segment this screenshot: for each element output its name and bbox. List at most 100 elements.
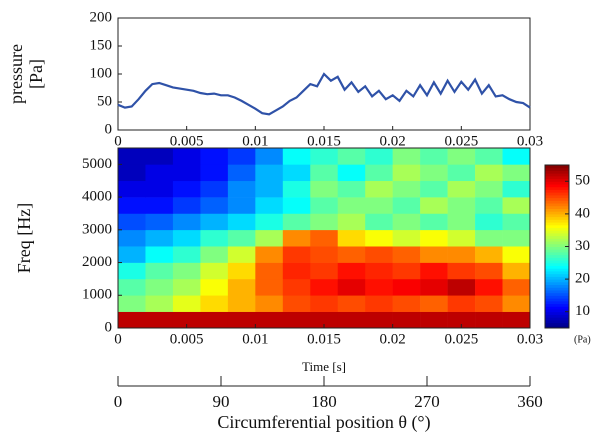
heat-cell <box>145 229 174 247</box>
colorbar-segment <box>545 287 569 291</box>
colorbar-segment <box>545 184 569 188</box>
heat-cell <box>475 197 503 214</box>
y-tick-label: 2000 <box>82 254 112 270</box>
heat-cell <box>310 311 339 329</box>
colorbar-segment <box>545 319 569 324</box>
heat-cell <box>227 278 256 296</box>
colorbar-segment <box>545 317 569 321</box>
heat-cell <box>282 148 311 165</box>
heat-cell <box>310 164 339 182</box>
heat-cell <box>145 295 174 312</box>
colorbar-segment <box>545 306 569 310</box>
heat-cell <box>420 295 448 312</box>
y-tick-label: 100 <box>90 65 113 81</box>
y-tick-label: 0 <box>105 319 113 335</box>
heat-cell <box>255 262 284 280</box>
colorbar-segment <box>545 308 569 313</box>
heat-cell <box>118 148 146 165</box>
heat-cell <box>200 197 229 214</box>
colorbar-segment <box>545 192 569 196</box>
heat-cell <box>255 229 284 247</box>
colorbar-segment <box>545 224 569 228</box>
colorbar-segment <box>545 295 569 299</box>
colorbar-segment <box>545 243 569 247</box>
heat-cell <box>337 278 366 296</box>
colorbar-segment <box>545 238 569 242</box>
heat-cell <box>200 213 229 231</box>
heat-cell <box>447 311 476 329</box>
heat-cell <box>282 229 311 247</box>
heat-cell <box>365 197 393 214</box>
heat-cell <box>200 295 229 312</box>
colorbar-segment <box>545 170 569 174</box>
colorbar-segment <box>545 268 569 272</box>
heat-cell <box>337 213 366 231</box>
heat-cell <box>447 295 476 312</box>
heat-cell <box>118 164 146 182</box>
colorbar-segment <box>545 273 569 277</box>
heat-cell <box>172 180 201 198</box>
colorbar-segment <box>545 322 569 326</box>
heat-cell <box>447 229 476 247</box>
x2-tick-label: 90 <box>213 392 230 411</box>
heat-cell <box>502 164 531 182</box>
colorbar-segment <box>545 200 569 204</box>
heat-cell <box>227 148 256 165</box>
heat-cell <box>310 213 339 231</box>
colorbar-segment <box>545 189 569 193</box>
x-tick-label: 0.03 <box>517 331 543 347</box>
heat-cell <box>227 164 256 182</box>
heat-cell <box>255 278 284 296</box>
colorbar-segment <box>545 219 569 223</box>
heat-cell <box>282 180 311 198</box>
colorbar-segment <box>545 281 569 286</box>
heat-cell <box>475 262 503 280</box>
heat-cell <box>420 164 448 182</box>
heat-cell <box>502 246 531 263</box>
colorbar-segment <box>545 230 569 234</box>
colorbar-segment <box>545 292 569 296</box>
heat-cell <box>502 295 531 312</box>
heat-cell <box>172 295 201 312</box>
heat-cell <box>420 148 448 165</box>
x-tick-label: 0.02 <box>380 133 406 149</box>
heat-cell <box>172 148 201 165</box>
colorbar-segment <box>545 205 569 209</box>
heat-cell <box>392 213 421 231</box>
heat-cell <box>447 148 476 165</box>
colorbar-tick-label: 40 <box>575 205 590 221</box>
colorbar-segment <box>545 222 569 226</box>
y-axis-label: [Pa] <box>26 59 46 89</box>
colorbar-segment <box>545 311 569 315</box>
heat-cell <box>337 229 366 247</box>
heat-cell <box>200 164 229 182</box>
y-tick-label: 50 <box>97 93 112 109</box>
colorbar-segment <box>545 235 569 239</box>
heat-cell <box>255 164 284 182</box>
heat-cell <box>502 148 531 165</box>
heat-cell <box>172 164 201 182</box>
heat-cell <box>145 148 174 165</box>
colorbar-segment <box>545 262 569 267</box>
x-tick-label: 0.005 <box>170 331 204 347</box>
heat-cell <box>365 311 393 329</box>
heat-cell <box>447 262 476 280</box>
heat-cell <box>118 295 146 312</box>
heat-cell <box>420 197 448 214</box>
x2-tick-label: 270 <box>414 392 440 411</box>
heat-cell <box>172 213 201 231</box>
heat-cell <box>365 278 393 296</box>
x2-tick-label: 180 <box>311 392 337 411</box>
colorbar-tick-label: 10 <box>575 303 590 319</box>
heat-cell <box>145 213 174 231</box>
heat-cell <box>227 311 256 329</box>
colorbar-segment <box>545 241 569 245</box>
colorbar-segment <box>545 284 569 288</box>
colorbar-segment <box>545 270 569 275</box>
heat-cell <box>282 246 311 263</box>
x-axis-label: Time [s] <box>302 359 346 374</box>
heat-cell <box>227 246 256 263</box>
heat-cell <box>200 311 229 329</box>
heat-cell <box>282 278 311 296</box>
